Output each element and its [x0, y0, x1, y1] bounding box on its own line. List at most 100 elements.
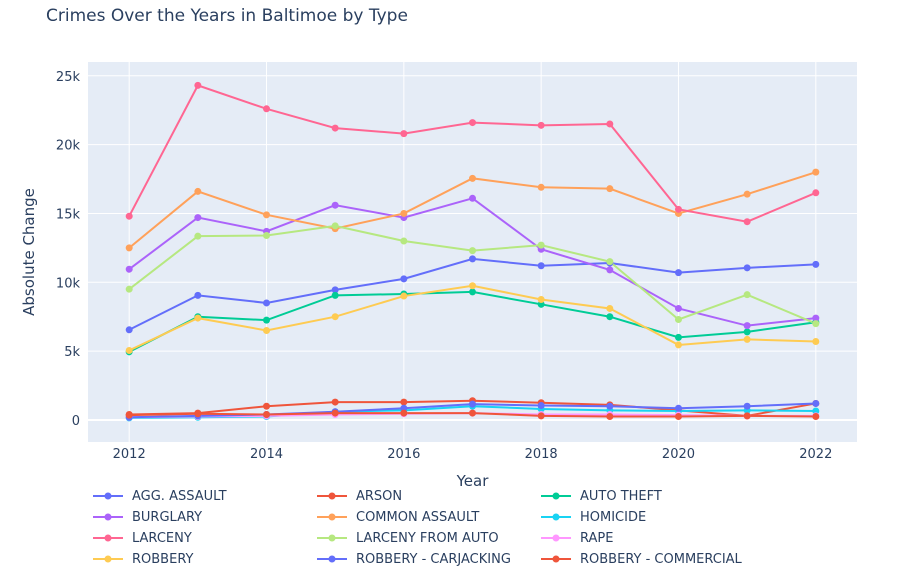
data-point [263, 211, 271, 219]
legend-label: ARSON [356, 488, 403, 504]
x-tick-label: 2020 [662, 447, 695, 462]
legend-item[interactable]: LARCENY [92, 528, 192, 548]
data-point [469, 174, 476, 182]
legend-swatch [540, 531, 572, 545]
data-point [331, 313, 339, 321]
x-tick-label: 2014 [250, 447, 283, 462]
data-point [743, 402, 751, 410]
data-point [125, 326, 133, 334]
legend-item[interactable]: AGG. ASSAULT [92, 486, 227, 506]
data-point [469, 409, 476, 417]
legend-item[interactable]: COMMON ASSAULT [316, 507, 479, 527]
data-point [537, 262, 545, 270]
data-point [331, 286, 339, 294]
legend-item[interactable]: BURGLARY [92, 507, 202, 527]
chart-title: Crimes Over the Years in Baltimoe by Typ… [46, 6, 408, 26]
data-point [743, 264, 751, 272]
x-tick-label: 2012 [113, 447, 146, 462]
data-point [606, 258, 614, 266]
data-point [400, 404, 408, 412]
data-point [194, 214, 202, 222]
data-point [469, 400, 476, 408]
legend-label: ROBBERY [132, 551, 194, 567]
data-point [606, 304, 614, 312]
legend-item[interactable]: RAPE [540, 528, 613, 548]
data-point [400, 398, 408, 406]
x-tick-label: 2018 [525, 447, 558, 462]
x-tick-label: 2022 [799, 447, 832, 462]
legend-swatch [316, 552, 348, 566]
legend-swatch [92, 489, 124, 503]
data-point [674, 404, 682, 412]
y-tick-label: 15k [56, 207, 81, 222]
data-point [125, 411, 133, 419]
data-point [125, 212, 133, 220]
legend-label: LARCENY [132, 530, 192, 546]
data-point [606, 413, 614, 421]
data-point [469, 247, 476, 255]
legend-item[interactable]: ROBBERY - CARJACKING [316, 549, 511, 569]
data-point [743, 328, 751, 336]
data-point [400, 237, 408, 245]
data-point [331, 398, 339, 406]
y-axis-ticks: 0 5k 10k 15k 20k 25k [56, 70, 81, 429]
data-point [743, 291, 751, 299]
data-point [331, 291, 339, 299]
data-point [812, 320, 820, 328]
data-point [812, 399, 820, 407]
data-point [263, 316, 271, 324]
legend-swatch [92, 510, 124, 524]
legend-label: AGG. ASSAULT [132, 488, 227, 504]
data-point [606, 120, 614, 128]
data-point [674, 413, 682, 421]
data-point [400, 409, 408, 417]
data-point [194, 314, 202, 322]
data-point [674, 341, 682, 349]
y-tick-label: 10k [56, 276, 81, 291]
data-point [125, 346, 133, 354]
legend-item[interactable]: ROBBERY [92, 549, 193, 569]
data-point [606, 313, 614, 321]
data-point [125, 285, 133, 293]
data-point [674, 205, 682, 213]
data-point [537, 412, 545, 420]
data-point [400, 209, 408, 217]
y-tick-label: 5k [64, 345, 80, 360]
data-point [194, 232, 202, 240]
data-point [812, 413, 820, 421]
data-point [743, 190, 751, 198]
data-point [674, 315, 682, 323]
data-point [125, 265, 133, 273]
legend-swatch [316, 531, 348, 545]
legend-item[interactable]: AUTO THEFT [540, 486, 662, 506]
legend-swatch [540, 510, 572, 524]
data-point [674, 333, 682, 341]
data-point [606, 185, 614, 193]
data-point [537, 300, 545, 308]
data-point [606, 402, 614, 410]
legend-label: RAPE [580, 530, 614, 546]
data-point [812, 337, 820, 345]
data-point [469, 255, 476, 263]
legend-item[interactable]: HOMICIDE [540, 507, 646, 527]
legend-item[interactable]: ROBBERY - COMMERCIAL [540, 549, 742, 569]
data-point [400, 292, 408, 300]
legend-swatch [540, 552, 572, 566]
data-point [606, 266, 614, 274]
legend-label: ROBBERY - COMMERCIAL [580, 551, 742, 567]
legend: AGG. ASSAULT ARSON AUTO THEFT BURGLARY COMMO… [92, 486, 812, 572]
legend-item[interactable]: ARSON [316, 486, 402, 506]
legend-swatch [92, 531, 124, 545]
legend-item[interactable]: LARCENY FROM AUTO [316, 528, 499, 548]
y-tick-label: 25k [56, 70, 81, 85]
data-point [812, 260, 820, 268]
data-point [674, 304, 682, 312]
data-point [331, 124, 339, 132]
y-axis-label: Absolute Change [20, 188, 38, 316]
data-point [537, 402, 545, 410]
data-point [812, 189, 820, 197]
legend-label: AUTO THEFT [580, 488, 662, 504]
x-tick-label: 2016 [387, 447, 420, 462]
data-point [194, 187, 202, 195]
